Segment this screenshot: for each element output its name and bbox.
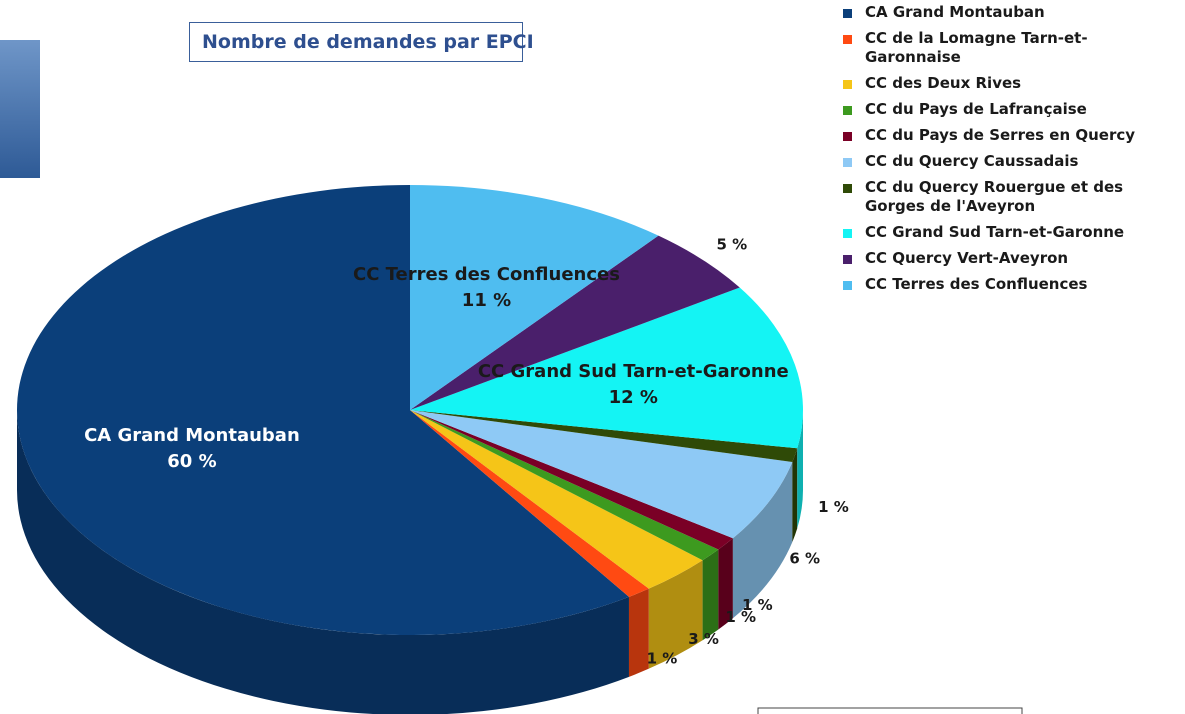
pie-slice <box>410 287 804 449</box>
legend-label: CC du Quercy Caussadais <box>865 152 1079 170</box>
slice-name: CC Terres des Confluences <box>353 264 620 285</box>
decor-box <box>757 707 1023 714</box>
value-label: 1 % <box>742 596 773 614</box>
legend-label: CC du Pays de Lafrançaise <box>865 100 1087 118</box>
legend-swatch <box>843 158 852 167</box>
value-label: 11 % <box>462 290 511 311</box>
legend-label: CC Terres des Confluences <box>865 275 1088 293</box>
slice-name: CA Grand Montauban <box>84 425 300 446</box>
legend: CA Grand Montauban CC de la Lomagne Tarn-… <box>843 3 1178 301</box>
pie-slice <box>17 185 629 635</box>
pie-sides <box>17 410 803 714</box>
value-label: 60 % <box>167 451 216 472</box>
pie-slice <box>410 185 659 410</box>
legend-label: CC du Quercy Rouergue et des Gorges de l… <box>865 178 1124 215</box>
legend-swatch <box>843 9 852 18</box>
pie-side <box>732 462 793 619</box>
legend-label: CC de la Lomagne Tarn-et-Garonnaise <box>865 29 1088 66</box>
legend-swatch <box>843 80 852 89</box>
value-label: 5 % <box>717 235 748 253</box>
value-label: 6 % <box>789 549 820 567</box>
legend-swatch <box>843 132 852 141</box>
legend-label: CA Grand Montauban <box>865 3 1045 21</box>
value-label: 1 % <box>725 608 756 626</box>
pie-slice <box>410 410 793 539</box>
pie-tops <box>17 185 804 635</box>
legend-swatch <box>843 106 852 115</box>
legend-label: CC Grand Sud Tarn-et-Garonne <box>865 223 1125 241</box>
legend-swatch <box>843 281 852 290</box>
legend-swatch <box>843 184 852 193</box>
legend-label: CC du Pays de Serres en Quercy <box>865 126 1136 144</box>
value-label: 3 % <box>688 630 719 648</box>
value-label: 1 % <box>647 650 678 668</box>
decor-panel <box>0 40 40 178</box>
legend-item: CC du Quercy Rouergue et des Gorges de l… <box>843 178 1178 216</box>
legend-swatch <box>843 255 852 264</box>
slice-name: CC Grand Sud Tarn-et-Garonne <box>478 361 789 382</box>
pie-side <box>797 410 803 529</box>
pie-side <box>628 588 649 677</box>
pie-slice <box>410 410 798 463</box>
pie-slice <box>410 410 719 561</box>
legend-item: CC Grand Sud Tarn-et-Garonne <box>843 223 1178 242</box>
chart-title: Nombre de demandes par EPCI <box>189 22 534 62</box>
legend-item: CC de la Lomagne Tarn-et-Garonnaise <box>843 29 1178 67</box>
pie-side <box>792 448 798 543</box>
pie-slice <box>410 235 740 410</box>
legend-label: CC des Deux Rives <box>865 74 1022 92</box>
pie-side <box>718 538 733 630</box>
pie-side <box>702 549 719 641</box>
legend-item: CC Quercy Vert-Aveyron <box>843 249 1178 268</box>
legend-item: CC du Quercy Caussadais <box>843 152 1178 171</box>
legend-item: CA Grand Montauban <box>843 3 1178 22</box>
value-label: 12 % <box>609 387 658 408</box>
legend-label: CC Quercy Vert-Aveyron <box>865 249 1069 267</box>
pie-slice <box>410 410 733 550</box>
pie-slice <box>410 410 703 589</box>
legend-item: CC du Pays de Lafrançaise <box>843 100 1178 119</box>
value-label: 1 % <box>818 498 849 516</box>
legend-swatch <box>843 35 852 44</box>
legend-item: CC du Pays de Serres en Quercy <box>843 126 1178 145</box>
legend-item: CC des Deux Rives <box>843 74 1178 93</box>
legend-swatch <box>843 229 852 238</box>
pie-side <box>648 560 703 669</box>
pie-slice <box>410 410 649 597</box>
pie-side <box>17 410 629 714</box>
legend-item: CC Terres des Confluences <box>843 275 1178 294</box>
